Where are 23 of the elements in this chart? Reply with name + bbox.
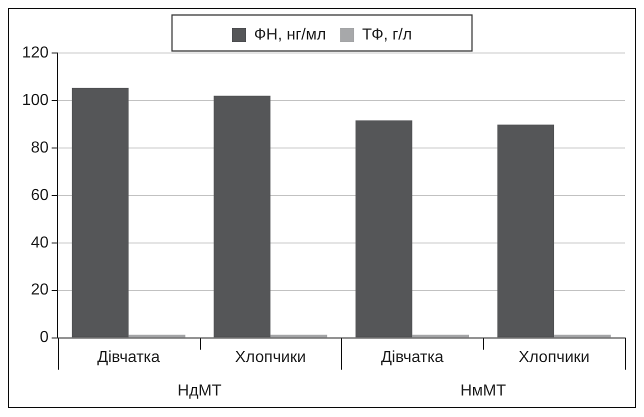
x-tick-label: Дівчатка [97, 348, 160, 366]
legend-label: ТФ, г/л [362, 26, 412, 44]
y-tick-label: 0 [40, 329, 49, 346]
x-tick-label: Хлопчики [234, 348, 306, 366]
bar [356, 120, 412, 338]
bar [554, 334, 611, 338]
x-tick-label: Дівчатка [380, 348, 444, 366]
y-tick-label: 20 [30, 282, 49, 299]
bar [497, 124, 554, 338]
x-tick-label: Хлопчики [518, 348, 590, 366]
text: НдМТ [178, 382, 222, 400]
bar [128, 334, 186, 338]
y-tick-label: 40 [30, 234, 49, 252]
y-tick-label: 120 [22, 44, 49, 62]
y-tick-label: 80 [30, 139, 49, 156]
y-tick-label: 100 [22, 92, 49, 109]
y-tick-label: 60 [30, 186, 49, 204]
bar [412, 334, 469, 338]
bar [214, 96, 270, 338]
bar [270, 334, 328, 338]
bar [72, 88, 129, 338]
legend-label: ФН, нг/мл [254, 26, 326, 44]
text: НмМТ [460, 382, 506, 400]
